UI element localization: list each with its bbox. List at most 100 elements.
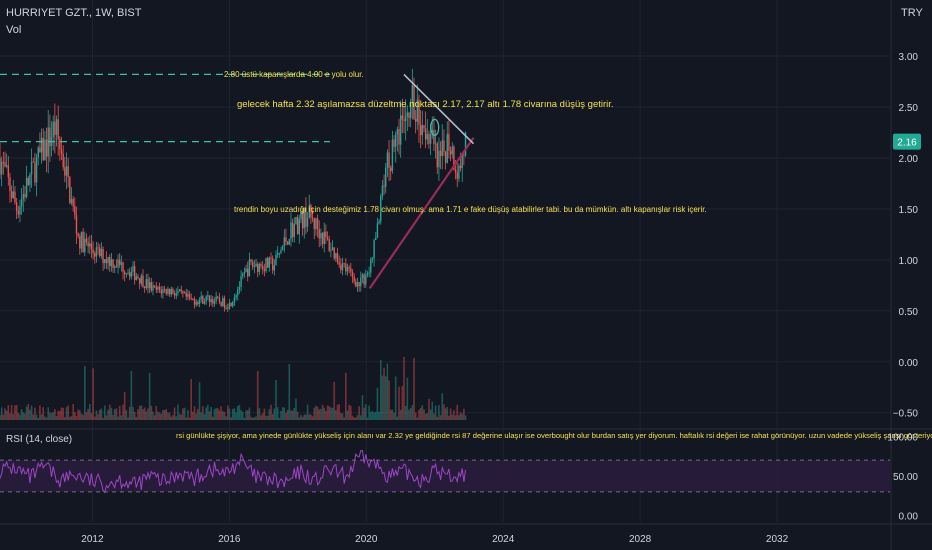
volume-bar — [345, 372, 347, 420]
volume-bar — [281, 407, 284, 420]
volume-bar — [14, 405, 16, 420]
candle-body — [155, 286, 157, 290]
candle-body — [265, 258, 267, 272]
volume-bar — [449, 408, 452, 420]
candle-body — [137, 276, 139, 279]
candle-body — [95, 247, 98, 257]
volume-bar — [330, 407, 332, 420]
candle-body — [180, 289, 182, 292]
volume-bar — [341, 413, 344, 420]
volume-bar — [19, 414, 21, 420]
volume-bar — [20, 409, 23, 420]
candle-body — [75, 215, 78, 234]
volume-bar — [363, 407, 365, 420]
candle-body — [255, 263, 257, 267]
candle-body — [338, 262, 340, 265]
volume-bar — [276, 407, 279, 420]
volume-bar — [153, 415, 156, 420]
y-tick-label: 3.00 — [899, 52, 919, 63]
candle-body — [434, 143, 437, 145]
volume-bar — [197, 409, 199, 420]
candle-body — [370, 259, 372, 273]
volume-bar — [409, 408, 412, 420]
candle-body — [336, 253, 339, 263]
volume-bar — [245, 410, 247, 420]
volume-bar — [253, 417, 256, 420]
volume-bar — [39, 405, 41, 420]
volume-bar — [170, 416, 173, 420]
candle-body — [350, 268, 352, 272]
candle-body — [150, 282, 152, 291]
volume-bar — [217, 408, 219, 420]
volume-bar — [75, 415, 78, 420]
volume-bar — [403, 356, 405, 420]
candle-body — [74, 206, 76, 216]
rsi-title: RSI (14, close) — [6, 434, 72, 445]
volume-bar — [353, 417, 355, 420]
candle-body — [143, 286, 146, 288]
volume-bar — [2, 414, 5, 420]
candle-body — [223, 298, 226, 308]
candle-body — [366, 273, 369, 276]
volume-bar — [15, 405, 18, 420]
candle-body — [278, 252, 281, 254]
candle-body — [94, 252, 96, 257]
volume-bar — [291, 410, 294, 420]
volume-bar — [275, 379, 277, 420]
candle-body — [240, 276, 242, 287]
candle-body — [117, 259, 119, 268]
volume-bar — [107, 409, 109, 420]
volume-bar — [93, 416, 96, 420]
volume-bar — [50, 413, 53, 420]
volume-bar — [57, 411, 59, 420]
candle-body — [376, 223, 379, 238]
candle-body — [25, 178, 28, 198]
candle-body — [19, 206, 21, 215]
volume-bar — [72, 404, 74, 420]
volume-bar — [398, 386, 400, 420]
volume-bar — [54, 409, 56, 420]
volume-bar — [350, 405, 352, 420]
candle-body — [107, 257, 109, 264]
volume-bar — [311, 416, 314, 420]
volume-bar — [138, 405, 141, 420]
volume-bar — [298, 417, 301, 420]
candle-body — [396, 129, 399, 135]
candle-body — [27, 178, 29, 186]
candle-body — [233, 297, 236, 302]
volume-bar — [110, 407, 113, 420]
volume-bar — [188, 417, 191, 420]
candle-body — [449, 150, 452, 155]
candle-body — [448, 134, 450, 151]
candle-body — [268, 257, 271, 268]
candle-body — [248, 259, 251, 277]
volume-bar — [147, 408, 149, 420]
volume-bar — [355, 417, 357, 420]
candle-body — [228, 302, 231, 309]
candle-body — [17, 210, 19, 215]
candle-body — [10, 191, 13, 199]
volume-bar — [77, 409, 79, 420]
candle-body — [275, 254, 277, 266]
volume-bar — [17, 412, 20, 420]
candle-body — [290, 222, 292, 239]
candle-body — [119, 259, 121, 265]
candle-body — [145, 279, 148, 288]
volume-bar — [336, 404, 339, 420]
candle-body — [326, 236, 329, 240]
volume-bar — [366, 417, 369, 420]
volume-bar — [4, 408, 6, 420]
annotation-rsi: rsi günlükte şişiyor, ama yinede günlükt… — [176, 431, 932, 440]
volume-bar — [368, 405, 370, 420]
volume-bar — [29, 409, 31, 420]
candle-body — [14, 191, 16, 203]
volume-bar — [118, 405, 121, 420]
volume-bar — [231, 408, 234, 420]
candle-body — [383, 185, 385, 187]
volume-bar — [115, 408, 118, 420]
candle-body — [122, 262, 124, 273]
volume-bar — [335, 410, 337, 420]
volume-bar — [463, 408, 465, 420]
y-tick-label: 2.00 — [899, 154, 919, 165]
